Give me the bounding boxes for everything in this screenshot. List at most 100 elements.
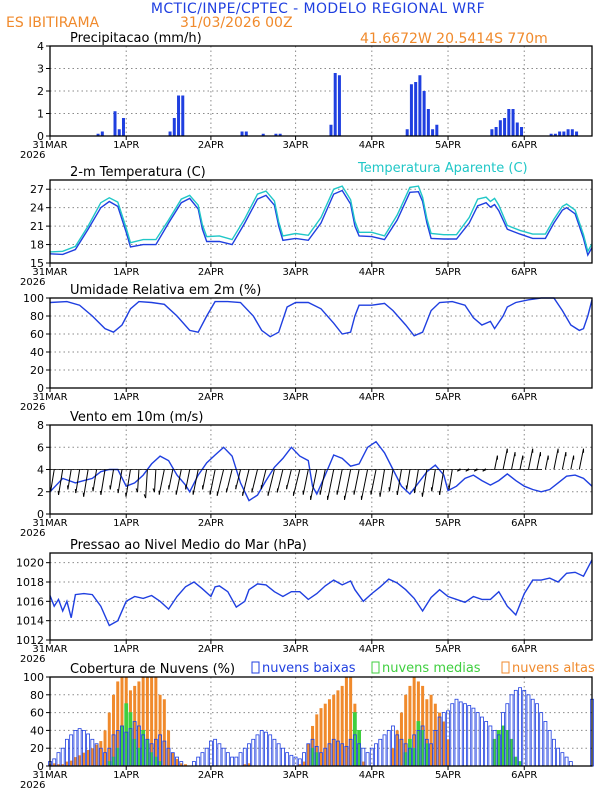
x-tick-label: 5APR [435, 518, 461, 529]
cloud-high-bar [412, 677, 416, 766]
x-tick-label: 31MAR [32, 644, 67, 655]
cloud-high-bar [120, 677, 124, 766]
cloud-high-bar [133, 685, 137, 766]
cloud-high-bar [56, 764, 60, 766]
cloud-low-bar [513, 689, 518, 767]
y-tick-label: 60 [30, 707, 44, 720]
cloud-low-bar [251, 738, 256, 767]
cloud-high-bar [141, 677, 145, 766]
y-tick-label: 8 [37, 419, 44, 432]
precip-bar [418, 75, 422, 136]
panel-title: Cobertura de Nuvens (%) [70, 662, 235, 677]
y-tick-label: 0 [37, 760, 44, 773]
cloud-low-bar [268, 734, 273, 767]
wind-arrow [344, 469, 352, 500]
cloud-high-bar [395, 730, 399, 766]
x-tick-label: 31MAR [32, 267, 67, 278]
precip-bar [414, 82, 418, 136]
precip-bar [100, 131, 104, 136]
y-tick-label: 1020 [16, 557, 44, 570]
pres-line [49, 559, 593, 627]
precip-bar [113, 111, 117, 136]
cloud-low-bar [200, 752, 205, 767]
wind-arrow-head [482, 468, 487, 472]
cloud-mid-bar [158, 761, 162, 767]
wind-arrow [561, 452, 567, 470]
x-tick-label: 2APR [198, 518, 224, 529]
cloud-high-bar [154, 677, 158, 766]
y-tick-label: 60 [30, 328, 44, 341]
cloud-low-bar [454, 698, 459, 767]
wind-arrow [276, 469, 284, 493]
cloud-low-bar [234, 756, 239, 767]
cloud-high-bar [86, 749, 90, 766]
y-tick-label: 80 [30, 689, 44, 702]
cloud-mid-bar [132, 738, 137, 767]
wind-arrow [286, 469, 292, 490]
wind-arrow [379, 469, 386, 497]
cloud-mid-bar [124, 703, 129, 767]
cloud-high-bar [442, 721, 446, 766]
wind-arrow [192, 469, 199, 495]
x-year-label: 2026 [20, 150, 45, 161]
cloud-low-bar [564, 756, 569, 767]
panel-cloud: 0 20 40 60 80 100 31MAR 1APR 2APR 3APR 4APR 5APR 6AP… [20, 661, 595, 791]
cloud-low-bar [471, 707, 476, 767]
x-tick-label: 31MAR [32, 140, 67, 151]
cloud-mid-bar [128, 712, 133, 767]
cloud-high-bar [61, 764, 65, 766]
x-tick-label: 1APR [113, 267, 139, 278]
x-tick-label: 5APR [435, 770, 461, 781]
cloud-high-bar [78, 755, 82, 766]
cloud-mid-bar [153, 756, 158, 767]
wind-arrow [109, 469, 115, 490]
wind-arrow [58, 469, 64, 495]
cloud-low-bar [225, 752, 230, 767]
cloud-high-bar [184, 764, 187, 766]
wind-arrow [570, 455, 575, 470]
x-tick-label: 5APR [435, 644, 461, 655]
precip-bar [278, 133, 282, 136]
x-year-label: 2026 [20, 654, 45, 665]
cloud-low-bar [272, 738, 277, 767]
cloud-high-bar [323, 703, 327, 766]
panel-title: Precipitacao (mm/h) [70, 31, 202, 46]
cloud-low-bar [467, 705, 472, 767]
panel-title: Pressao ao Nivel Medio do Mar (hPa) [70, 538, 307, 553]
precip-bar [422, 91, 426, 136]
cloud-legend-label: nuvens medias [382, 661, 481, 676]
cloud-low-bar [213, 738, 218, 767]
cloud-mid-bar [408, 738, 412, 767]
cloud-high-bar [327, 699, 331, 766]
x-tick-label: 5APR [435, 140, 461, 151]
cloud-mid-bar [420, 730, 425, 767]
y-tick-label: 1016 [16, 595, 44, 608]
x-tick-label: 4APR [359, 267, 385, 278]
panel-title: Umidade Relativa em 2m (%) [70, 283, 261, 298]
y-tick-label: 21 [30, 220, 44, 233]
cloud-high-bar [150, 677, 154, 766]
cloud-mid-bar [509, 738, 514, 767]
wind-arrow [336, 469, 343, 495]
cloud-high-bar [315, 714, 319, 766]
header-title: MCTIC/INPE/CPTEC - MODELO REGIONAL WRF [151, 1, 485, 17]
panel-wind: 0 2 4 6 8 31MAR 1APR 2APR 3APR 4APR 5APR 6APR 2026 Ve… [20, 410, 593, 539]
cloud-high-bar [425, 699, 429, 766]
x-year-label: 2026 [20, 528, 45, 539]
wind-arrow [414, 469, 419, 494]
y-tick-label: 24 [30, 202, 44, 215]
wind-arrow-head [152, 488, 155, 493]
cloud-mid-bar [518, 761, 522, 767]
wind-arrow [153, 469, 157, 493]
precip-bar [511, 109, 515, 136]
y-tick-label: 0 [37, 130, 44, 143]
precip-bar [435, 124, 439, 136]
wind-arrow [100, 469, 106, 495]
apparent-temperature-legend: Temperatura Aparente (C) [357, 161, 528, 176]
header-location: 41.6672W 20.5414S 770m [360, 31, 548, 47]
precip-bar [549, 133, 553, 136]
cloud-mid-bar [357, 730, 362, 767]
cloud-high-bar [438, 712, 442, 766]
wind-arrow [370, 469, 377, 495]
